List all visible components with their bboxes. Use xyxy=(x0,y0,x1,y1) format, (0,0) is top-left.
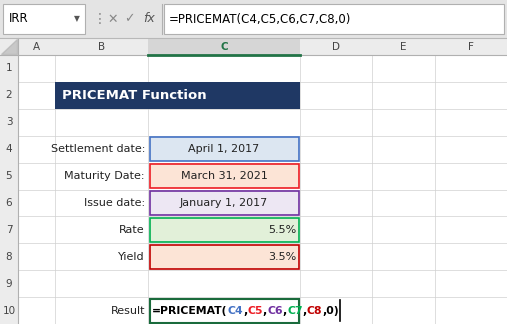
Text: 8: 8 xyxy=(6,252,12,262)
Text: 1: 1 xyxy=(6,64,12,74)
Text: F: F xyxy=(468,41,474,52)
Bar xyxy=(3,4,85,34)
Text: PRICEMAT Function: PRICEMAT Function xyxy=(62,89,207,102)
Text: Maturity Date:: Maturity Date: xyxy=(64,171,145,181)
Bar xyxy=(0,55,18,324)
Text: 4: 4 xyxy=(6,144,12,154)
Text: Yield: Yield xyxy=(118,252,145,262)
Text: C4: C4 xyxy=(228,306,243,316)
Text: 2: 2 xyxy=(6,90,12,100)
Text: ,: , xyxy=(263,306,267,316)
Text: ▼: ▼ xyxy=(74,15,80,24)
Bar xyxy=(0,38,18,55)
Bar xyxy=(0,38,507,55)
Text: 5.5%: 5.5% xyxy=(268,225,296,235)
Text: 9: 9 xyxy=(6,279,12,289)
Text: C8: C8 xyxy=(307,306,322,316)
Text: 5: 5 xyxy=(6,171,12,181)
Text: IRR: IRR xyxy=(9,13,28,26)
Bar xyxy=(0,38,507,324)
Text: January 1, 2017: January 1, 2017 xyxy=(180,198,268,208)
Text: Result: Result xyxy=(111,306,145,316)
Text: ✓: ✓ xyxy=(124,13,134,26)
Bar xyxy=(0,0,507,38)
Text: Rate: Rate xyxy=(119,225,145,235)
Text: C5: C5 xyxy=(247,306,263,316)
Bar xyxy=(150,218,299,242)
Text: C7: C7 xyxy=(287,306,303,316)
Bar xyxy=(55,82,300,109)
Text: April 1, 2017: April 1, 2017 xyxy=(189,144,260,154)
Text: March 31, 2021: March 31, 2021 xyxy=(180,171,267,181)
Text: E: E xyxy=(400,41,407,52)
Bar xyxy=(150,137,299,161)
Text: ⋮: ⋮ xyxy=(93,12,107,26)
Text: =PRICEMAT(C4,C5,C6,C7,C8,0): =PRICEMAT(C4,C5,C6,C7,C8,0) xyxy=(169,13,351,26)
Text: ✕: ✕ xyxy=(107,13,118,26)
Text: Issue date:: Issue date: xyxy=(84,198,145,208)
Bar xyxy=(150,164,299,188)
Bar xyxy=(148,38,300,55)
Bar xyxy=(150,299,299,322)
Text: ,0): ,0) xyxy=(322,306,339,316)
Text: 6: 6 xyxy=(6,198,12,208)
Bar xyxy=(150,245,299,269)
Text: 7: 7 xyxy=(6,225,12,235)
Bar xyxy=(164,4,504,34)
Text: 3: 3 xyxy=(6,117,12,127)
Text: 3.5%: 3.5% xyxy=(268,252,296,262)
Text: A: A xyxy=(33,41,40,52)
Text: D: D xyxy=(332,41,340,52)
Bar xyxy=(150,191,299,215)
Text: B: B xyxy=(98,41,105,52)
Text: ,: , xyxy=(243,306,247,316)
Text: fx: fx xyxy=(143,13,155,26)
Text: Settlement date:: Settlement date: xyxy=(51,144,145,154)
Text: =PRICEMAT(: =PRICEMAT( xyxy=(152,306,228,316)
Polygon shape xyxy=(1,39,17,54)
Text: C6: C6 xyxy=(267,306,283,316)
Text: 10: 10 xyxy=(3,306,16,316)
Text: ,: , xyxy=(283,306,287,316)
Text: C: C xyxy=(220,41,228,52)
Text: ,: , xyxy=(303,306,307,316)
